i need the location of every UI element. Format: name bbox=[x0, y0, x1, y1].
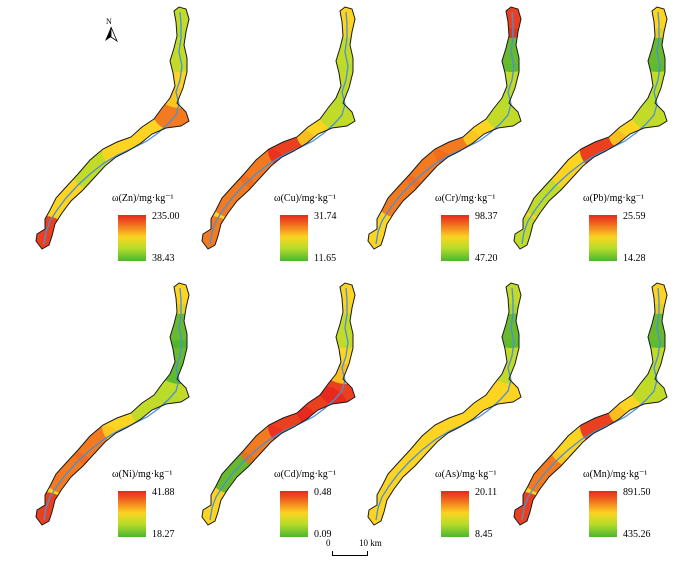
scale-zero: 0 bbox=[326, 538, 331, 548]
river-line bbox=[43, 11, 183, 245]
basin-outline bbox=[201, 282, 356, 526]
legend-ni: ω(Ni)/mg·kg⁻¹ 41.88 18.27 bbox=[112, 469, 202, 549]
river-line bbox=[375, 287, 515, 521]
legend-title: ω(Cu)/mg·kg⁻¹ bbox=[274, 193, 337, 204]
patch-s bbox=[36, 492, 70, 525]
legend-title: ω(Cr)/mg·kg⁻¹ bbox=[435, 193, 496, 204]
legend-min-value: 8.45 bbox=[475, 529, 493, 540]
legend-as: ω(As)/mg·kg⁻¹ 20.11 8.45 bbox=[435, 469, 525, 549]
river-line bbox=[209, 11, 349, 245]
legend-title: ω(Ni)/mg·kg⁻¹ bbox=[112, 469, 173, 480]
legend-max-value: 235.00 bbox=[152, 211, 180, 222]
legend-color-ramp bbox=[441, 491, 469, 537]
legend-min-value: 11.65 bbox=[314, 253, 337, 264]
river-line bbox=[209, 287, 349, 521]
legend-mn: ω(Mn)/mg·kg⁻¹ 891.50 435.26 bbox=[583, 469, 673, 549]
legend-max-value: 31.74 bbox=[314, 211, 337, 222]
legend-min-value: 435.26 bbox=[623, 529, 651, 540]
basin-outline bbox=[35, 282, 190, 526]
legend-title: ω(Zn)/mg·kg⁻¹ bbox=[112, 193, 174, 204]
legend-color-ramp bbox=[280, 491, 308, 537]
legend-zn: ω(Zn)/mg·kg⁻¹ 235.00 38.43 bbox=[112, 193, 202, 273]
legend-max-value: 20.11 bbox=[475, 487, 498, 498]
basin-outline bbox=[513, 6, 668, 250]
legend-max-value: 98.37 bbox=[475, 211, 498, 222]
basin-outline bbox=[367, 282, 522, 526]
river-line bbox=[43, 287, 183, 521]
legend-color-ramp bbox=[118, 215, 146, 261]
basin-outline bbox=[513, 282, 668, 526]
legend-color-ramp bbox=[589, 215, 617, 261]
legend-min-value: 47.20 bbox=[475, 253, 498, 264]
legend-max-value: 41.88 bbox=[152, 487, 175, 498]
scale-distance: 10 km bbox=[359, 538, 382, 548]
legend-min-value: 38.43 bbox=[152, 253, 175, 264]
river-line bbox=[521, 11, 661, 245]
river-line bbox=[521, 287, 661, 521]
legend-color-ramp bbox=[441, 215, 469, 261]
legend-cr: ω(Cr)/mg·kg⁻¹ 98.37 47.20 bbox=[435, 193, 525, 273]
legend-title: ω(Pb)/mg·kg⁻¹ bbox=[583, 193, 644, 204]
river-line bbox=[375, 11, 515, 245]
legend-pb: ω(Pb)/mg·kg⁻¹ 25.59 14.28 bbox=[583, 193, 673, 273]
legend-title: ω(Cd)/mg·kg⁻¹ bbox=[274, 469, 337, 480]
legend-max-value: 891.50 bbox=[623, 487, 651, 498]
basin-outline bbox=[367, 6, 522, 250]
north-label: N bbox=[106, 17, 112, 26]
legend-color-ramp bbox=[118, 491, 146, 537]
legend-color-ramp bbox=[280, 215, 308, 261]
legend-min-value: 14.28 bbox=[623, 253, 646, 264]
scale-bar: 0 10 km bbox=[326, 538, 406, 560]
legend-color-ramp bbox=[589, 491, 617, 537]
legend-max-value: 25.59 bbox=[623, 211, 646, 222]
patch-s bbox=[36, 216, 70, 249]
north-arrow-icon bbox=[105, 26, 118, 43]
legend-cu: ω(Cu)/mg·kg⁻¹ 31.74 11.65 bbox=[274, 193, 364, 273]
legend-title: ω(Mn)/mg·kg⁻¹ bbox=[583, 469, 648, 480]
basin-outline bbox=[35, 6, 190, 250]
north-arrow: N bbox=[103, 17, 119, 43]
scale-bar-line bbox=[332, 551, 368, 556]
basin-outline bbox=[201, 6, 356, 250]
legend-cd: ω(Cd)/mg·kg⁻¹ 0.48 0.09 bbox=[274, 469, 364, 549]
legend-min-value: 18.27 bbox=[152, 529, 175, 540]
legend-title: ω(As)/mg·kg⁻¹ bbox=[435, 469, 497, 480]
legend-max-value: 0.48 bbox=[314, 487, 332, 498]
legend-min-value: 0.09 bbox=[314, 529, 332, 540]
